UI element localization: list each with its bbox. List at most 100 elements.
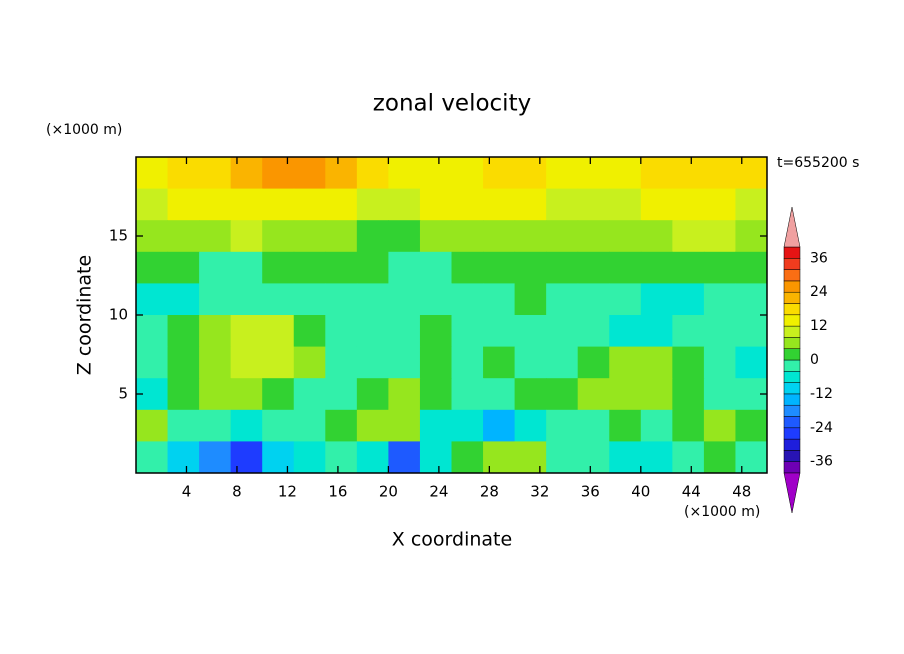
- field-cell: [672, 283, 705, 316]
- field-cell: [230, 220, 263, 253]
- field-cell: [577, 283, 610, 316]
- colorbar-band: [783, 438, 801, 451]
- field-cell: [703, 157, 736, 190]
- field-cell: [325, 346, 358, 379]
- colorbar-label: 24: [810, 284, 828, 300]
- field-cell: [546, 441, 579, 474]
- field-cell: [735, 409, 768, 442]
- field-cell: [325, 283, 358, 316]
- field-cell: [262, 441, 295, 474]
- field-cell: [703, 346, 736, 379]
- field-cell: [136, 188, 169, 221]
- field-cell: [293, 188, 326, 221]
- colorbar-under: [783, 472, 801, 514]
- field-cell: [483, 441, 516, 474]
- y-tick-label: 5: [118, 385, 128, 403]
- field-cell: [640, 378, 673, 411]
- x-tick-label: 44: [682, 483, 701, 501]
- field-cell: [199, 157, 232, 190]
- y-axis-title: Z coordinate: [74, 255, 96, 375]
- field-cell: [199, 251, 232, 284]
- field-cell: [609, 220, 642, 253]
- field-cell: [735, 157, 768, 190]
- colorbar-band: [783, 404, 801, 417]
- field-cell: [356, 315, 389, 348]
- field-cell: [672, 315, 705, 348]
- field-cell: [230, 441, 263, 474]
- field-cell: [199, 283, 232, 316]
- field-cell: [483, 220, 516, 253]
- colorbar-band: [783, 371, 801, 383]
- field-cell: [293, 220, 326, 253]
- field-cell: [451, 157, 484, 190]
- field-cell: [703, 251, 736, 284]
- field-cell: [230, 409, 263, 442]
- field-cell: [230, 315, 263, 348]
- y-unit: (×1000 m): [46, 122, 122, 138]
- field-cell: [640, 157, 673, 190]
- field-cell: [609, 188, 642, 221]
- field-cell: [230, 157, 263, 190]
- y-tick-label: 15: [109, 227, 128, 245]
- x-tick-label: 8: [232, 483, 242, 501]
- field-cell: [325, 220, 358, 253]
- field-cell: [672, 346, 705, 379]
- field-cell: [419, 283, 452, 316]
- field-cell: [483, 315, 516, 348]
- field-cell: [577, 188, 610, 221]
- chart-title: zonal velocity: [373, 91, 531, 117]
- field-cell: [419, 346, 452, 379]
- field-cell: [388, 157, 421, 190]
- field-cell: [514, 346, 547, 379]
- field-cell: [703, 409, 736, 442]
- field-cell: [577, 441, 610, 474]
- x-axis-title: X coordinate: [392, 529, 512, 551]
- field-cell: [419, 251, 452, 284]
- field-cell: [356, 188, 389, 221]
- colorbar-band: [783, 303, 801, 316]
- field: [136, 157, 768, 474]
- field-cell: [514, 378, 547, 411]
- field-cell: [577, 251, 610, 284]
- field-cell: [230, 283, 263, 316]
- x-tick-label: 32: [530, 483, 549, 501]
- field-cell: [356, 220, 389, 253]
- field-cell: [136, 315, 169, 348]
- field-cell: [293, 378, 326, 411]
- field-cell: [640, 409, 673, 442]
- field-cell: [609, 346, 642, 379]
- field-cell: [546, 251, 579, 284]
- field-cell: [293, 409, 326, 442]
- field-cell: [577, 220, 610, 253]
- field-cell: [577, 346, 610, 379]
- field-cell: [640, 188, 673, 221]
- field-cell: [136, 157, 169, 190]
- field-cell: [167, 346, 200, 379]
- field-cell: [325, 188, 358, 221]
- field-cell: [167, 188, 200, 221]
- field-cell: [262, 251, 295, 284]
- field-cell: [262, 157, 295, 190]
- field-cell: [514, 220, 547, 253]
- field-cell: [167, 251, 200, 284]
- field-cell: [325, 315, 358, 348]
- field-cell: [230, 346, 263, 379]
- field-cell: [483, 409, 516, 442]
- field-cell: [703, 378, 736, 411]
- field-cell: [356, 346, 389, 379]
- field-cell: [419, 378, 452, 411]
- x-tick-label: 36: [581, 483, 600, 501]
- field-cell: [451, 441, 484, 474]
- field-cell: [262, 220, 295, 253]
- field-cell: [577, 315, 610, 348]
- field-cell: [293, 283, 326, 316]
- field-cell: [703, 283, 736, 316]
- field-cell: [356, 441, 389, 474]
- field-cell: [451, 346, 484, 379]
- colorbar-band: [783, 291, 801, 304]
- field-cell: [546, 315, 579, 348]
- field-cell: [419, 157, 452, 190]
- field-cell: [577, 157, 610, 190]
- field-cell: [483, 378, 516, 411]
